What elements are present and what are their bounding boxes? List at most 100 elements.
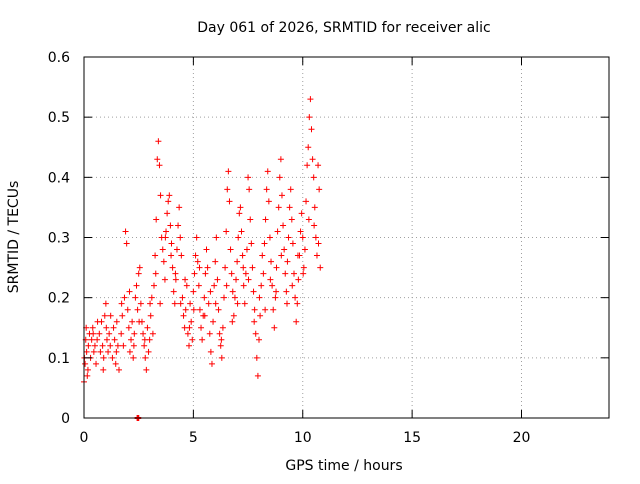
data-point [285,234,292,241]
data-point [94,318,101,325]
data-point [289,240,296,247]
data-point [151,282,157,289]
data-point [201,294,208,301]
x-tick-label: 20 [513,430,531,446]
data-point [192,252,199,259]
data-point [99,342,106,349]
data-point [293,318,300,325]
data-point [93,360,100,367]
data-point [130,342,137,349]
data-point [251,318,258,325]
data-point [299,234,306,241]
data-point [256,336,262,343]
data-point [148,294,155,301]
data-point [105,348,112,355]
x-tick-label: 10 [294,430,312,446]
data-point [166,192,173,199]
data-point [186,324,193,331]
data-point [83,348,90,355]
data-points [81,96,324,421]
data-point [176,204,183,211]
data-point [136,318,143,325]
data-point [213,234,220,241]
data-point [160,258,167,265]
data-point [177,234,184,241]
data-point [147,300,154,307]
data-point [229,288,236,295]
data-point [113,318,120,325]
y-tick-label: 0.1 [48,351,70,367]
data-point [265,198,272,205]
data-point [243,246,250,253]
data-point [126,348,133,355]
data-point [294,252,301,259]
data-point [211,282,218,289]
data-point [257,312,264,319]
data-point [142,354,149,361]
data-point [218,354,225,361]
data-point [212,258,219,265]
data-point [235,234,242,241]
data-point [109,354,116,361]
data-point [311,222,318,229]
data-point [114,342,121,349]
data-point [254,372,261,379]
data-point [111,336,118,343]
data-point [274,228,281,235]
data-point [153,216,160,223]
data-point [308,126,315,133]
data-point [316,186,323,193]
data-point [237,204,244,211]
data-point [226,198,233,205]
data-point [193,234,200,241]
data-point [196,264,203,271]
data-point [273,288,280,295]
y-tick-label: 0.6 [48,50,70,66]
data-point [152,270,159,277]
data-point [88,336,95,343]
data-point [234,300,241,307]
data-point [240,264,247,271]
data-point [309,156,316,163]
data-point [208,360,215,367]
data-point [317,264,324,271]
data-point [107,312,114,319]
data-point [190,306,197,313]
data-point [154,156,161,163]
grid [84,57,609,418]
data-point [163,228,170,235]
data-point [286,204,293,211]
data-point [198,324,205,331]
data-point [300,264,307,271]
data-point [178,252,185,259]
x-tick-label: 15 [403,430,421,446]
data-point [129,318,136,325]
data-point [171,300,178,307]
data-point [149,330,156,337]
data-point [214,276,221,283]
data-point [110,324,117,331]
data-point [128,336,135,343]
data-point [234,258,241,265]
data-point [119,312,126,319]
data-point [224,186,231,193]
y-axis-label: SRMTID / TECUs [6,181,22,294]
data-point [182,276,189,283]
data-point [228,270,235,277]
data-point [225,168,232,175]
data-point [269,282,276,289]
data-point [312,234,319,241]
data-point [143,366,150,373]
data-point [249,264,256,271]
data-point [100,366,107,373]
data-point [305,216,312,223]
data-point [155,138,162,145]
data-point [273,264,280,271]
data-point [223,228,230,235]
data-point [190,288,197,295]
data-point [194,258,201,265]
data-point [170,288,177,295]
data-point [137,300,144,307]
data-point [310,174,317,181]
data-point [253,354,260,361]
